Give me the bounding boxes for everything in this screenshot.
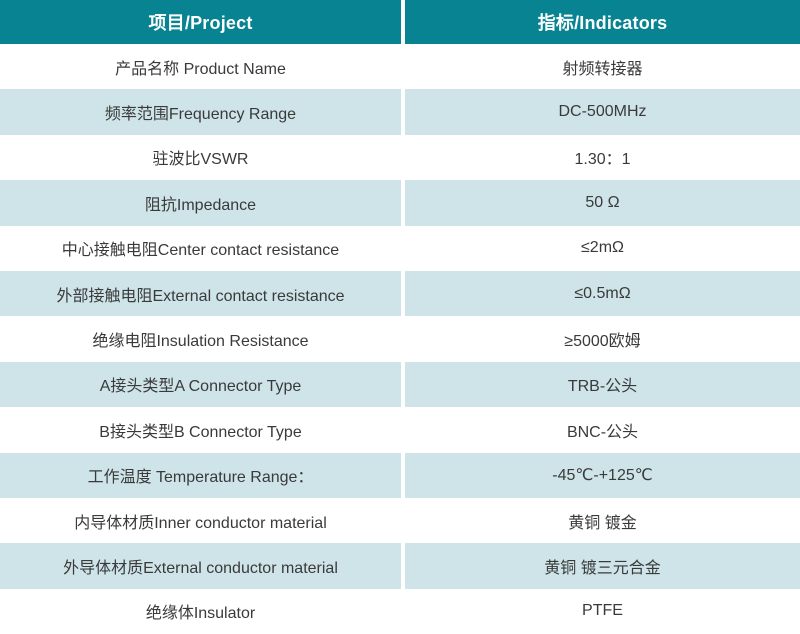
table-row: 阻抗Impedance 50 Ω (0, 180, 800, 226)
row-label: B接头类型B Connector Type (0, 407, 401, 453)
table-header-row: 项目/Project 指标/Indicators (0, 0, 800, 44)
row-label: A接头类型A Connector Type (0, 361, 401, 408)
table-row: 内导体材质Inner conductor material 黄铜 镀金 (0, 497, 800, 544)
row-value: BNC-公头 (405, 407, 800, 453)
table-row: 中心接触电阻Center contact resistance ≤2mΩ (0, 225, 800, 271)
table-row: 外部接触电阻External contact resistance ≤0.5mΩ (0, 270, 800, 317)
table-row: 驻波比VSWR 1.30：1 (0, 134, 800, 181)
row-value: ≥5000欧姆 (405, 316, 800, 362)
table-row: B接头类型B Connector Type BNC-公头 (0, 407, 800, 453)
row-value: 50 Ω (405, 180, 800, 226)
table-row: A接头类型A Connector Type TRB-公头 (0, 361, 800, 408)
row-value: 黄铜 镀金 (405, 497, 800, 544)
row-value: PTFE (405, 588, 800, 634)
row-label: 工作温度 Temperature Range： (0, 452, 401, 498)
row-label: 驻波比VSWR (0, 134, 401, 181)
table-row: 绝缘电阻Insulation Resistance ≥5000欧姆 (0, 316, 800, 362)
table-row: 产品名称 Product Name 射频转接器 (0, 44, 800, 90)
table-row: 外导体材质External conductor material 黄铜 镀三元合… (0, 543, 800, 589)
row-label: 中心接触电阻Center contact resistance (0, 225, 401, 271)
header-cell-project: 项目/Project (0, 0, 401, 44)
row-label: 外导体材质External conductor material (0, 543, 401, 589)
table-row: 工作温度 Temperature Range： -45℃-+125℃ (0, 452, 800, 498)
header-cell-indicators: 指标/Indicators (405, 0, 800, 44)
row-label: 阻抗Impedance (0, 180, 401, 226)
row-label: 绝缘体Insulator (0, 588, 401, 634)
row-label: 内导体材质Inner conductor material (0, 497, 401, 544)
row-value: ≤2mΩ (405, 225, 800, 271)
table-row: 频率范围Frequency Range DC-500MHz (0, 89, 800, 135)
row-value: 射频转接器 (405, 44, 800, 90)
row-value: DC-500MHz (405, 89, 800, 135)
row-value: 黄铜 镀三元合金 (405, 543, 800, 589)
row-label: 频率范围Frequency Range (0, 89, 401, 135)
row-value: TRB-公头 (405, 361, 800, 408)
table-row: 绝缘体Insulator PTFE (0, 588, 800, 634)
row-value: -45℃-+125℃ (405, 452, 800, 498)
row-label: 外部接触电阻External contact resistance (0, 270, 401, 317)
row-value: ≤0.5mΩ (405, 270, 800, 317)
row-label: 绝缘电阻Insulation Resistance (0, 316, 401, 362)
row-value: 1.30：1 (405, 134, 800, 181)
row-label: 产品名称 Product Name (0, 44, 401, 90)
